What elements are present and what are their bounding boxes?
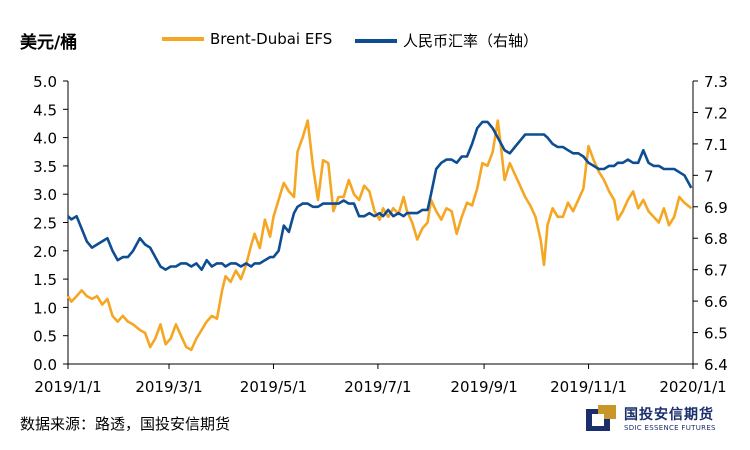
left-y-tick-label: 1.0 (33, 299, 57, 317)
legend-label-efs: Brent-Dubai EFS (210, 30, 333, 48)
legend-item-efs: Brent-Dubai EFS (162, 30, 332, 48)
data-source-note: 数据来源：路透，国投安信期货 (20, 415, 231, 433)
right-y-tick-label: 6.7 (704, 262, 728, 280)
right-y-tick-label: 6.8 (704, 230, 728, 248)
left-y-tick-label: 5.0 (33, 73, 57, 91)
legend-swatch-rmb (355, 38, 397, 43)
series-line-efs (66, 119, 693, 352)
chart-axes: 0.0 0.5 1.0 1.5 2.0 2.5 3.0 3.5 4.0 4.5 5.0 6.4 6.5 6… (33, 73, 728, 396)
x-tick-label: 2020/1/1 (659, 378, 726, 396)
right-y-tick-label: 6.6 (704, 293, 728, 311)
legend-item-rmb: 人民币汇率（右轴） (355, 30, 538, 51)
right-y-tick-label: 7 (704, 167, 714, 185)
x-tick-label: 2019/5/1 (240, 378, 307, 396)
logo-mark-icon (584, 405, 618, 435)
right-y-tick-label: 6.5 (704, 325, 728, 343)
right-y-tick-label: 7.3 (704, 73, 728, 91)
series-line-rmb (67, 120, 693, 272)
logo-name-en: SDIC ESSENCE FUTURES (624, 424, 716, 432)
right-y-tick-label: 6.9 (704, 199, 728, 217)
logo-name-cn: 国投安信期货 (624, 407, 714, 423)
left-y-tick-label: 3.0 (33, 186, 57, 204)
x-tick-label: 2019/9/1 (450, 378, 517, 396)
left-axis-unit-label: 美元/桶 (20, 33, 78, 53)
left-y-tick-label: 4.5 (33, 101, 57, 119)
left-y-tick-label: 0.0 (33, 356, 57, 374)
right-y-tick-label: 6.4 (704, 356, 728, 374)
right-y-tick-label: 7.1 (704, 136, 728, 154)
company-logo: 国投安信期货 SDIC ESSENCE FUTURES (584, 405, 716, 435)
right-y-tick-label: 7.2 (704, 104, 728, 122)
left-y-tick-label: 1.5 (33, 271, 57, 289)
legend-swatch-efs (162, 37, 204, 41)
left-y-tick-label: 0.5 (33, 328, 57, 346)
chart-series (66, 119, 693, 352)
x-tick-label: 2019/11/1 (550, 378, 627, 396)
left-y-tick-label: 2.0 (33, 243, 57, 261)
x-tick-label: 2019/3/1 (135, 378, 202, 396)
legend-label-rmb: 人民币汇率（右轴） (403, 32, 539, 50)
left-y-tick-label: 3.5 (33, 158, 57, 176)
left-y-tick-label: 2.5 (33, 215, 57, 233)
x-tick-label: 2019/1/1 (34, 378, 101, 396)
left-y-tick-label: 4.0 (33, 130, 57, 148)
x-tick-label: 2019/7/1 (344, 378, 411, 396)
